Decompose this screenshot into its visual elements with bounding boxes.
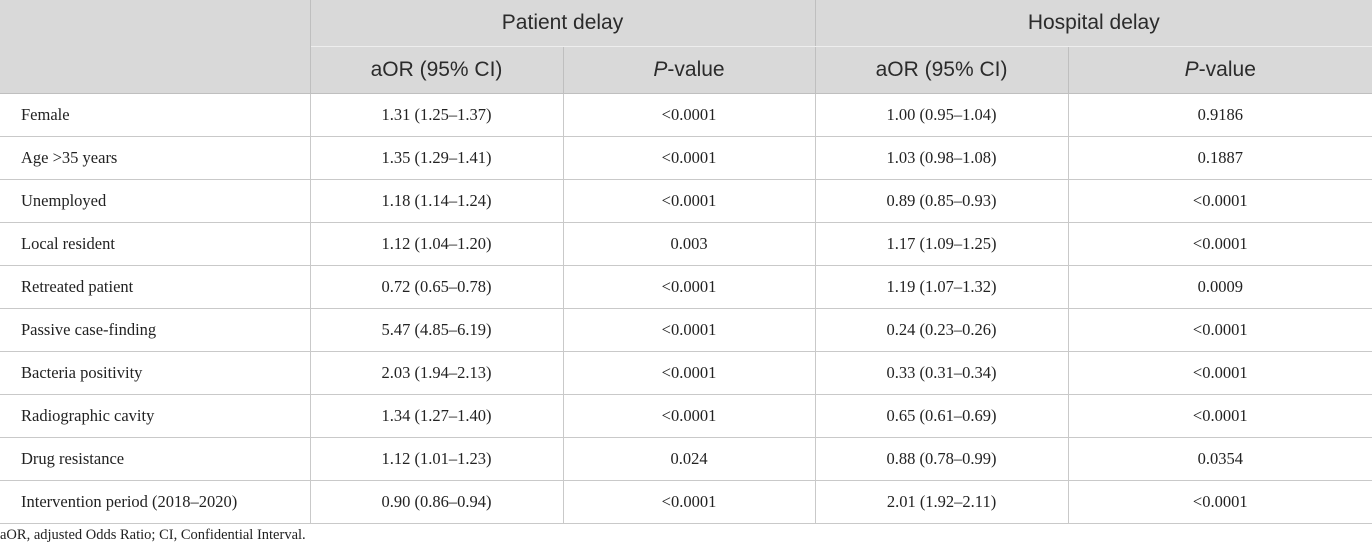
patient-aor-cell: 1.12 (1.04–1.20) bbox=[309, 222, 564, 266]
header-hospital-aor: aOR (95% CI) bbox=[814, 46, 1069, 94]
hospital-pvalue-cell: 0.0354 bbox=[1067, 437, 1372, 481]
patient-aor-cell: 1.18 (1.14–1.24) bbox=[309, 179, 564, 223]
table-row: Intervention period (2018–2020) 0.90 (0.… bbox=[0, 480, 1372, 524]
hospital-aor-cell: 0.88 (0.78–0.99) bbox=[814, 437, 1069, 481]
table-row: Radiographic cavity 1.34 (1.27–1.40) <0.… bbox=[0, 394, 1372, 438]
header-patient-aor: aOR (95% CI) bbox=[309, 46, 564, 94]
table-row: Drug resistance 1.12 (1.01–1.23) 0.024 0… bbox=[0, 437, 1372, 481]
patient-aor-cell: 2.03 (1.94–2.13) bbox=[309, 351, 564, 395]
patient-pvalue-cell: <0.0001 bbox=[562, 351, 816, 395]
table-row: Age >35 years 1.35 (1.29–1.41) <0.0001 1… bbox=[0, 136, 1372, 180]
table-row: Passive case-finding 5.47 (4.85–6.19) <0… bbox=[0, 308, 1372, 352]
header-p-letter: P bbox=[1184, 58, 1199, 81]
row-label: Drug resistance bbox=[0, 437, 311, 481]
hospital-pvalue-cell: <0.0001 bbox=[1067, 394, 1372, 438]
row-label: Radiographic cavity bbox=[0, 394, 311, 438]
header-patient-delay: Patient delay bbox=[309, 0, 816, 47]
hospital-pvalue-cell: <0.0001 bbox=[1067, 480, 1372, 524]
patient-pvalue-cell: <0.0001 bbox=[562, 265, 816, 309]
hospital-pvalue-cell: <0.0001 bbox=[1067, 222, 1372, 266]
table-row: Bacteria positivity 2.03 (1.94–2.13) <0.… bbox=[0, 351, 1372, 395]
hospital-pvalue-cell: <0.0001 bbox=[1067, 179, 1372, 223]
hospital-aor-cell: 1.19 (1.07–1.32) bbox=[814, 265, 1069, 309]
patient-aor-cell: 1.35 (1.29–1.41) bbox=[309, 136, 564, 180]
header-patient-pvalue: P-value bbox=[562, 46, 816, 94]
header-p-suffix: -value bbox=[667, 58, 725, 81]
table-row: Local resident 1.12 (1.04–1.20) 0.003 1.… bbox=[0, 222, 1372, 266]
row-label: Age >35 years bbox=[0, 136, 311, 180]
row-label: Bacteria positivity bbox=[0, 351, 311, 395]
row-label: Female bbox=[0, 93, 311, 137]
hospital-aor-cell: 0.65 (0.61–0.69) bbox=[814, 394, 1069, 438]
header-p-suffix: -value bbox=[1198, 58, 1256, 81]
results-table-container: Patient delay Hospital delay aOR (95% CI… bbox=[0, 0, 1372, 524]
hospital-aor-cell: 2.01 (1.92–2.11) bbox=[814, 480, 1069, 524]
patient-pvalue-cell: <0.0001 bbox=[562, 394, 816, 438]
patient-aor-cell: 5.47 (4.85–6.19) bbox=[309, 308, 564, 352]
patient-pvalue-cell: <0.0001 bbox=[562, 480, 816, 524]
patient-pvalue-cell: <0.0001 bbox=[562, 136, 816, 180]
table-header: Patient delay Hospital delay aOR (95% CI… bbox=[0, 0, 1372, 94]
patient-pvalue-cell: 0.024 bbox=[562, 437, 816, 481]
table-footnote: aOR, adjusted Odds Ratio; CI, Confidenti… bbox=[0, 527, 306, 543]
hospital-aor-cell: 1.03 (0.98–1.08) bbox=[814, 136, 1069, 180]
hospital-pvalue-cell: 0.9186 bbox=[1067, 93, 1372, 137]
row-label: Retreated patient bbox=[0, 265, 311, 309]
row-label: Unemployed bbox=[0, 179, 311, 223]
header-corner-cell bbox=[0, 0, 311, 94]
patient-pvalue-cell: <0.0001 bbox=[562, 179, 816, 223]
patient-aor-cell: 0.72 (0.65–0.78) bbox=[309, 265, 564, 309]
table-row: Unemployed 1.18 (1.14–1.24) <0.0001 0.89… bbox=[0, 179, 1372, 223]
patient-aor-cell: 1.12 (1.01–1.23) bbox=[309, 437, 564, 481]
table-row: Retreated patient 0.72 (0.65–0.78) <0.00… bbox=[0, 265, 1372, 309]
header-hospital-delay: Hospital delay bbox=[814, 0, 1372, 47]
hospital-pvalue-cell: <0.0001 bbox=[1067, 351, 1372, 395]
header-p-letter: P bbox=[653, 58, 668, 81]
row-label: Intervention period (2018–2020) bbox=[0, 480, 311, 524]
hospital-aor-cell: 0.24 (0.23–0.26) bbox=[814, 308, 1069, 352]
table-body: Female 1.31 (1.25–1.37) <0.0001 1.00 (0.… bbox=[0, 93, 1372, 524]
row-label: Local resident bbox=[0, 222, 311, 266]
patient-aor-cell: 0.90 (0.86–0.94) bbox=[309, 480, 564, 524]
row-label: Passive case-finding bbox=[0, 308, 311, 352]
patient-pvalue-cell: <0.0001 bbox=[562, 308, 816, 352]
patient-aor-cell: 1.31 (1.25–1.37) bbox=[309, 93, 564, 137]
header-hospital-pvalue: P-value bbox=[1067, 46, 1372, 94]
results-table: Patient delay Hospital delay aOR (95% CI… bbox=[0, 0, 1372, 524]
hospital-pvalue-cell: 0.1887 bbox=[1067, 136, 1372, 180]
hospital-aor-cell: 0.89 (0.85–0.93) bbox=[814, 179, 1069, 223]
hospital-pvalue-cell: 0.0009 bbox=[1067, 265, 1372, 309]
hospital-aor-cell: 0.33 (0.31–0.34) bbox=[814, 351, 1069, 395]
hospital-aor-cell: 1.00 (0.95–1.04) bbox=[814, 93, 1069, 137]
patient-aor-cell: 1.34 (1.27–1.40) bbox=[309, 394, 564, 438]
hospital-aor-cell: 1.17 (1.09–1.25) bbox=[814, 222, 1069, 266]
patient-pvalue-cell: 0.003 bbox=[562, 222, 816, 266]
hospital-pvalue-cell: <0.0001 bbox=[1067, 308, 1372, 352]
patient-pvalue-cell: <0.0001 bbox=[562, 93, 816, 137]
table-row: Female 1.31 (1.25–1.37) <0.0001 1.00 (0.… bbox=[0, 93, 1372, 137]
